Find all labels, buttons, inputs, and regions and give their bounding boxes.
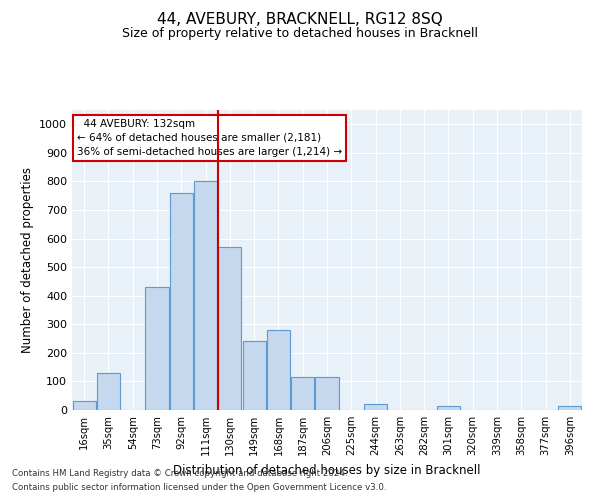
Bar xyxy=(291,377,314,410)
Bar xyxy=(437,406,460,410)
Bar xyxy=(267,330,290,410)
Bar xyxy=(242,342,266,410)
Bar xyxy=(194,182,217,410)
Text: Size of property relative to detached houses in Bracknell: Size of property relative to detached ho… xyxy=(122,28,478,40)
Bar xyxy=(73,402,95,410)
Bar xyxy=(145,287,169,410)
Text: Contains HM Land Registry data © Crown copyright and database right 2024.: Contains HM Land Registry data © Crown c… xyxy=(12,468,347,477)
Bar xyxy=(97,373,120,410)
Text: 44 AVEBURY: 132sqm  
← 64% of detached houses are smaller (2,181)
36% of semi-de: 44 AVEBURY: 132sqm ← 64% of detached hou… xyxy=(77,119,342,157)
Bar xyxy=(559,406,581,410)
X-axis label: Distribution of detached houses by size in Bracknell: Distribution of detached houses by size … xyxy=(173,464,481,476)
Bar xyxy=(364,404,387,410)
Bar xyxy=(218,247,241,410)
Y-axis label: Number of detached properties: Number of detached properties xyxy=(20,167,34,353)
Text: 44, AVEBURY, BRACKNELL, RG12 8SQ: 44, AVEBURY, BRACKNELL, RG12 8SQ xyxy=(157,12,443,28)
Bar xyxy=(316,377,338,410)
Text: Contains public sector information licensed under the Open Government Licence v3: Contains public sector information licen… xyxy=(12,484,386,492)
Bar xyxy=(170,193,193,410)
